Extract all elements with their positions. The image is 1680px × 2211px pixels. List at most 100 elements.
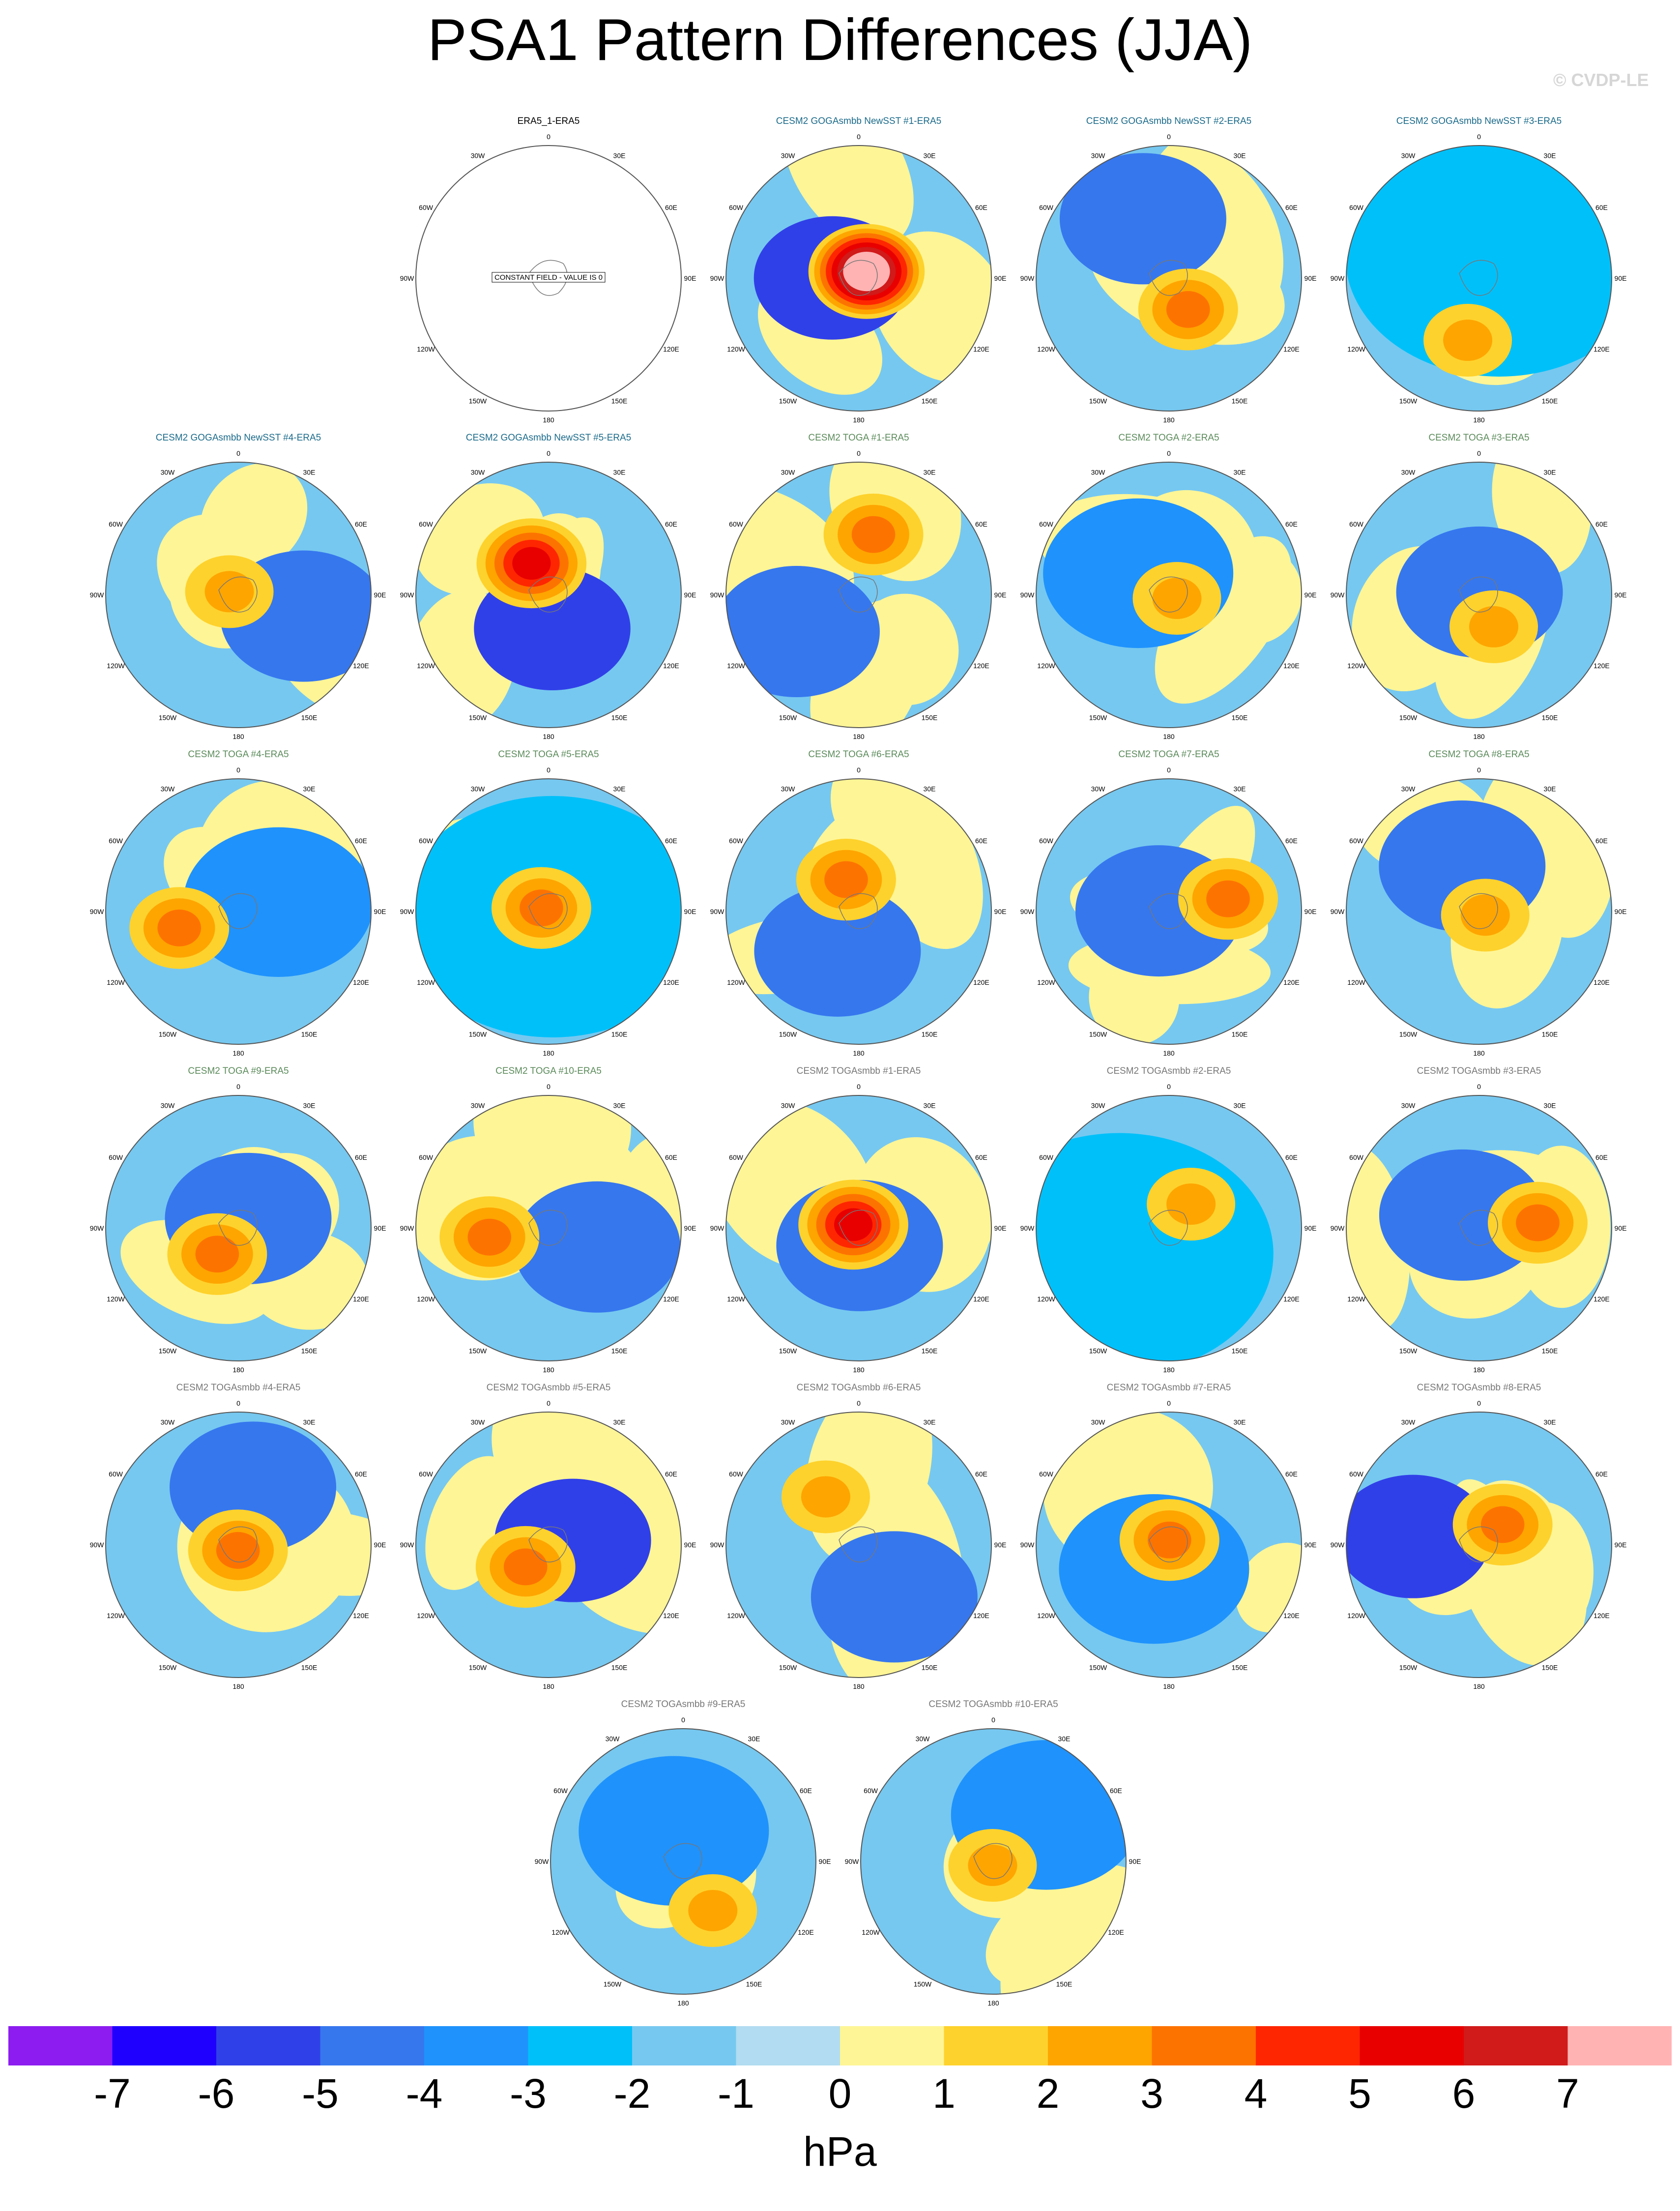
lon-tick-label: 120E — [973, 1612, 989, 1620]
colorbar-swatch — [1048, 2026, 1152, 2065]
polar-map: 0 30E 60E 90E 120E 150E 180 150W 120W 90W 60W 30W — [400, 1399, 696, 1690]
lon-tick-label: 30E — [613, 1418, 626, 1426]
panel-title: CESM2 GOGAsmbb NewSST #4-ERA5 — [155, 433, 321, 443]
colorbar-swatch — [632, 2026, 736, 2065]
lon-tick-label: 150W — [1399, 1663, 1418, 1671]
lon-tick-label: 150W — [779, 1663, 797, 1671]
lon-tick-label: 90W — [1020, 591, 1035, 599]
lon-tick-label: 150E — [922, 397, 938, 405]
lon-tick-label: 30W — [471, 152, 486, 160]
lon-tick-label: 90W — [1331, 1541, 1345, 1549]
panel-title: CESM2 GOGAsmbb NewSST #1-ERA5 — [776, 116, 942, 126]
lon-tick-label: 90E — [994, 1541, 1007, 1549]
lon-tick-label: 120W — [727, 1612, 745, 1620]
colorbar-tick-label: -5 — [302, 2070, 339, 2117]
panel-title: CESM2 TOGAsmbb #5-ERA5 — [486, 1383, 611, 1393]
polar-map: 0 30E 60E 90E 120E 150E 180 150W 120W 90W 60W 30W — [90, 1083, 386, 1374]
lon-tick-label: 30E — [613, 469, 626, 476]
colorbar — [8, 2026, 1672, 2065]
lon-tick-label: 30W — [606, 1735, 620, 1743]
lon-tick-label: 30W — [161, 1102, 175, 1110]
panel-title: CESM2 TOGAsmbb #7-ERA5 — [1106, 1383, 1231, 1393]
lon-tick-label: 30E — [924, 152, 936, 160]
lon-tick-label: 150E — [1542, 1347, 1558, 1355]
lon-tick-label: 30W — [471, 469, 486, 476]
lon-tick-label: 180 — [987, 1999, 999, 2007]
lon-tick-label: 60E — [1285, 1153, 1298, 1161]
lon-tick-label: 30W — [781, 1102, 796, 1110]
lon-tick-label: 120W — [727, 978, 745, 986]
lon-tick-label: 60E — [665, 520, 677, 528]
lon-tick-label: 150W — [604, 1980, 622, 1988]
lon-tick-label: 60E — [1595, 837, 1608, 845]
colorbar-tick-label: -2 — [613, 2070, 651, 2117]
lon-tick-label: 60E — [975, 520, 987, 528]
lon-tick-label: 0 — [857, 449, 861, 457]
lon-tick-label: 30E — [1234, 785, 1246, 793]
lon-tick-label: 120E — [1593, 345, 1610, 353]
lon-tick-label: 0 — [857, 766, 861, 774]
lon-tick-label: 150E — [922, 1663, 938, 1671]
lon-tick-label: 90W — [710, 591, 725, 599]
lon-tick-label: 30W — [161, 469, 175, 476]
lon-tick-label: 30E — [303, 1102, 316, 1110]
lon-tick-label: 0 — [857, 1083, 861, 1091]
panel-title: CESM2 TOGA #8-ERA5 — [1428, 749, 1530, 760]
lon-tick-label: 60W — [1039, 1470, 1054, 1478]
lon-tick-label: 60W — [419, 204, 434, 211]
colorbar-swatch — [736, 2026, 840, 2065]
colorbar-tick-label: 3 — [1140, 2070, 1163, 2117]
lon-tick-label: 30E — [303, 469, 316, 476]
lon-tick-label: 90E — [684, 591, 696, 599]
lon-tick-label: 0 — [1477, 133, 1481, 141]
lon-tick-label: 150E — [611, 1030, 628, 1038]
lon-tick-label: 60W — [109, 520, 123, 528]
lon-tick-label: 30E — [1234, 152, 1246, 160]
lon-tick-label: 150W — [469, 1030, 487, 1038]
polar-map: 0 30E 60E 90E 120E 150E 180 150W 120W 90W 60W 30W — [710, 449, 1007, 740]
lon-tick-label: 120W — [1347, 978, 1365, 986]
lon-tick-label: 120E — [973, 345, 989, 353]
panel-title: CESM2 TOGA #1-ERA5 — [808, 433, 909, 443]
colorbar-tick-label: 4 — [1244, 2070, 1268, 2117]
lon-tick-label: 0 — [236, 449, 240, 457]
polar-map: 0 30E 60E 90E 120E 150E 180 150W 120W 90W 60W 30W — [1020, 1399, 1317, 1690]
lon-tick-label: 60W — [1349, 204, 1364, 211]
panel-title: CESM2 TOGA #10-ERA5 — [495, 1066, 602, 1076]
lon-tick-label: 0 — [1477, 1083, 1481, 1091]
lon-tick-label: 60W — [419, 837, 434, 845]
lon-tick-label: 90E — [819, 1857, 831, 1865]
lon-tick-label: 120W — [551, 1928, 570, 1936]
lon-tick-label: 120W — [417, 1612, 435, 1620]
lon-tick-label: 150E — [1542, 397, 1558, 405]
colorbar-swatch — [320, 2026, 424, 2065]
lon-tick-label: 0 — [1167, 1083, 1171, 1091]
lon-tick-label: 30W — [1091, 152, 1106, 160]
lon-tick-label: 60E — [355, 1470, 367, 1478]
lon-tick-label: 180 — [677, 1999, 689, 2007]
lon-tick-label: 90W — [90, 908, 105, 915]
lon-tick-label: 60W — [1039, 520, 1054, 528]
lon-tick-label: 0 — [547, 133, 550, 141]
lon-tick-label: 60E — [1110, 1787, 1122, 1795]
lon-tick-label: 90E — [1615, 274, 1627, 282]
lon-tick-label: 30W — [781, 469, 796, 476]
lon-tick-label: 60W — [1349, 837, 1364, 845]
lon-tick-label: 90W — [535, 1857, 550, 1865]
lon-tick-label: 120E — [798, 1928, 814, 1936]
lon-tick-label: 120W — [1347, 345, 1365, 353]
lon-tick-label: 90E — [994, 1224, 1007, 1232]
lon-tick-label: 150W — [159, 713, 177, 721]
panel-title: CESM2 TOGAsmbb #4-ERA5 — [176, 1383, 301, 1393]
lon-tick-label: 150W — [469, 1347, 487, 1355]
lon-tick-label: 90E — [1304, 591, 1317, 599]
panel-title: CESM2 TOGA #3-ERA5 — [1428, 433, 1530, 443]
colorbar-units: hPa — [803, 2128, 877, 2175]
colorbar-tick-label: 7 — [1556, 2070, 1579, 2117]
lon-tick-label: 0 — [1167, 1399, 1171, 1407]
lon-tick-label: 150E — [1232, 1347, 1248, 1355]
lon-tick-label: 90E — [1304, 1224, 1317, 1232]
polar-map: 0 30E 60E 90E 120E 150E 180 150W 120W 90W 60W 30W — [535, 1716, 831, 2007]
colorbar-swatch — [1567, 2026, 1672, 2065]
lon-tick-label: 150W — [1399, 1347, 1418, 1355]
